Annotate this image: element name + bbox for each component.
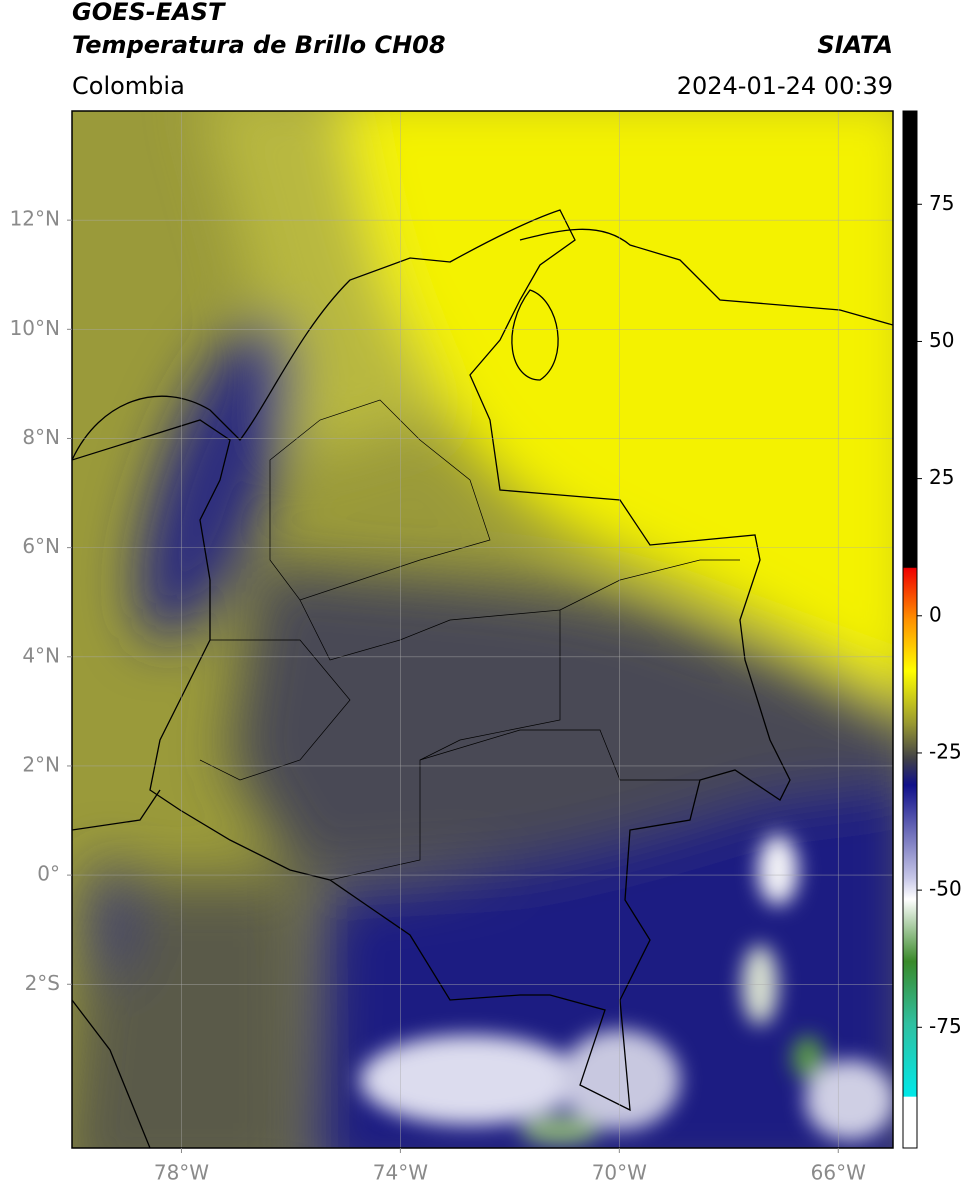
map-frame [71, 110, 894, 1149]
x-tick-label: 70°W [592, 1161, 647, 1185]
title: GOES-EAST [72, 0, 226, 26]
colorbar-tick-label: -25 [929, 739, 962, 763]
colorbar [902, 110, 918, 1149]
y-tick-label: 8°N [22, 425, 60, 449]
colorbar-tick-label: -50 [929, 877, 962, 901]
x-tick-label: 74°W [373, 1161, 428, 1185]
x-tick-label: 66°W [811, 1161, 866, 1185]
region: Colombia [72, 72, 185, 100]
satellite-image [72, 111, 893, 1148]
colorbar-tick-label: 50 [929, 328, 954, 352]
x-tick-label: 78°W [154, 1161, 209, 1185]
colorbar-tick-label: -75 [929, 1014, 962, 1038]
source: SIATA [817, 31, 893, 59]
y-tick-label: 2°S [25, 971, 60, 995]
colorbar-tick-label: 0 [929, 602, 942, 626]
subtitle: Temperatura de Brillo CH08 [72, 31, 446, 59]
colorbar-tick-label: 75 [929, 191, 954, 215]
y-tick-label: 12°N [10, 207, 60, 231]
y-tick-label: 6°N [22, 534, 60, 558]
y-tick-label: 4°N [22, 643, 60, 667]
y-tick-label: 10°N [10, 316, 60, 340]
y-tick-label: 0° [37, 862, 60, 886]
timestamp: 2024-01-24 00:39 [677, 72, 893, 100]
colorbar-tick-label: 25 [929, 465, 954, 489]
y-tick-label: 2°N [22, 752, 60, 776]
